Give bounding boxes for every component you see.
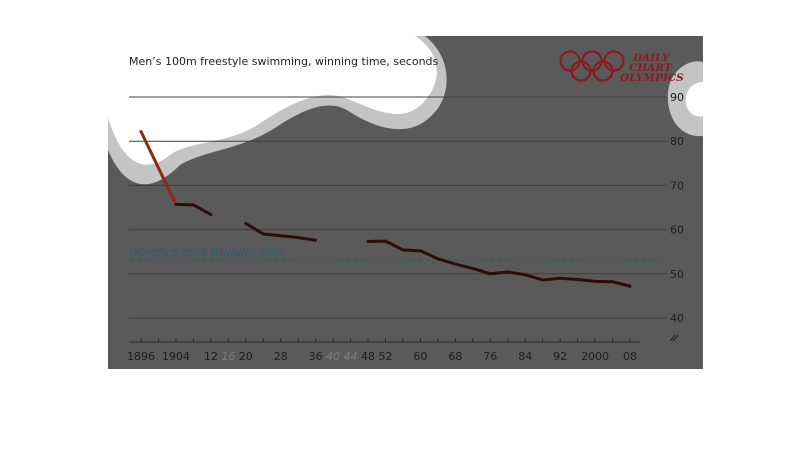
x-tick-label-2008: 08 [623, 350, 637, 363]
gridlines [129, 96, 667, 319]
brand-line-daily: DAILY [632, 52, 671, 64]
x-axis: 1896 1904 12 16 20 28 36 40 44 48 52 60 68 76 84 92 2000… [127, 338, 640, 363]
x-tick-label-1992: 92 [553, 350, 567, 363]
series-segment [174, 202, 213, 217]
brand-line-olympics: OLYMPICS [620, 72, 684, 84]
x-tick-label-1896: 1896 [127, 350, 155, 363]
brand-line-chart: CHART [629, 62, 673, 74]
x-tick-label-1936: 36 [309, 350, 323, 363]
series-segment [244, 221, 318, 242]
x-tick-label-1928: 28 [274, 350, 288, 363]
olympic-rings-icon [559, 50, 625, 82]
x-tick-label-2000: 2000 [581, 350, 609, 363]
x-tick-label-1944: 44 [344, 350, 358, 363]
x-tick-label-1960: 60 [413, 350, 427, 363]
reference-line-group: WOMEN’S 2008 WINNING TIME [129, 248, 667, 261]
reference-line-label: WOMEN’S 2008 WINNING TIME [129, 248, 284, 259]
y-tick-label-60: 60 [670, 224, 684, 237]
x-tick-label-1976: 76 [483, 350, 497, 363]
x-tick-label-1940: 40 [326, 350, 340, 363]
x-tick-label-1952: 52 [379, 350, 393, 363]
chart-title: Men’s 100m freestyle swimming, winning t… [129, 55, 439, 68]
x-tick-label-1904: 1904 [162, 350, 190, 363]
x-tick-label-1948: 48 [361, 350, 375, 363]
y-tick-label-40: 40 [670, 312, 684, 325]
y-axis: 40 50 60 70 80 90 [669, 91, 684, 342]
axis-break-icon [669, 334, 679, 342]
axis-break-stroke [672, 334, 679, 342]
series-segment [139, 129, 178, 206]
y-tick-label-50: 50 [670, 268, 684, 281]
cloud-decoration [108, 36, 703, 185]
y-tick-label-80: 80 [670, 135, 684, 148]
series-segment [366, 239, 632, 288]
x-tick-label-1984: 84 [518, 350, 532, 363]
x-tick-label-1912: 12 [204, 350, 218, 363]
y-tick-label-90: 90 [670, 91, 684, 104]
series-line [139, 129, 632, 288]
x-tick-label-1968: 68 [448, 350, 462, 363]
axis-break-stroke [669, 334, 676, 342]
x-tick-label-1916: 16 [221, 350, 235, 363]
y-tick-label-70: 70 [670, 179, 684, 192]
x-tick-label-1920: 20 [239, 350, 253, 363]
